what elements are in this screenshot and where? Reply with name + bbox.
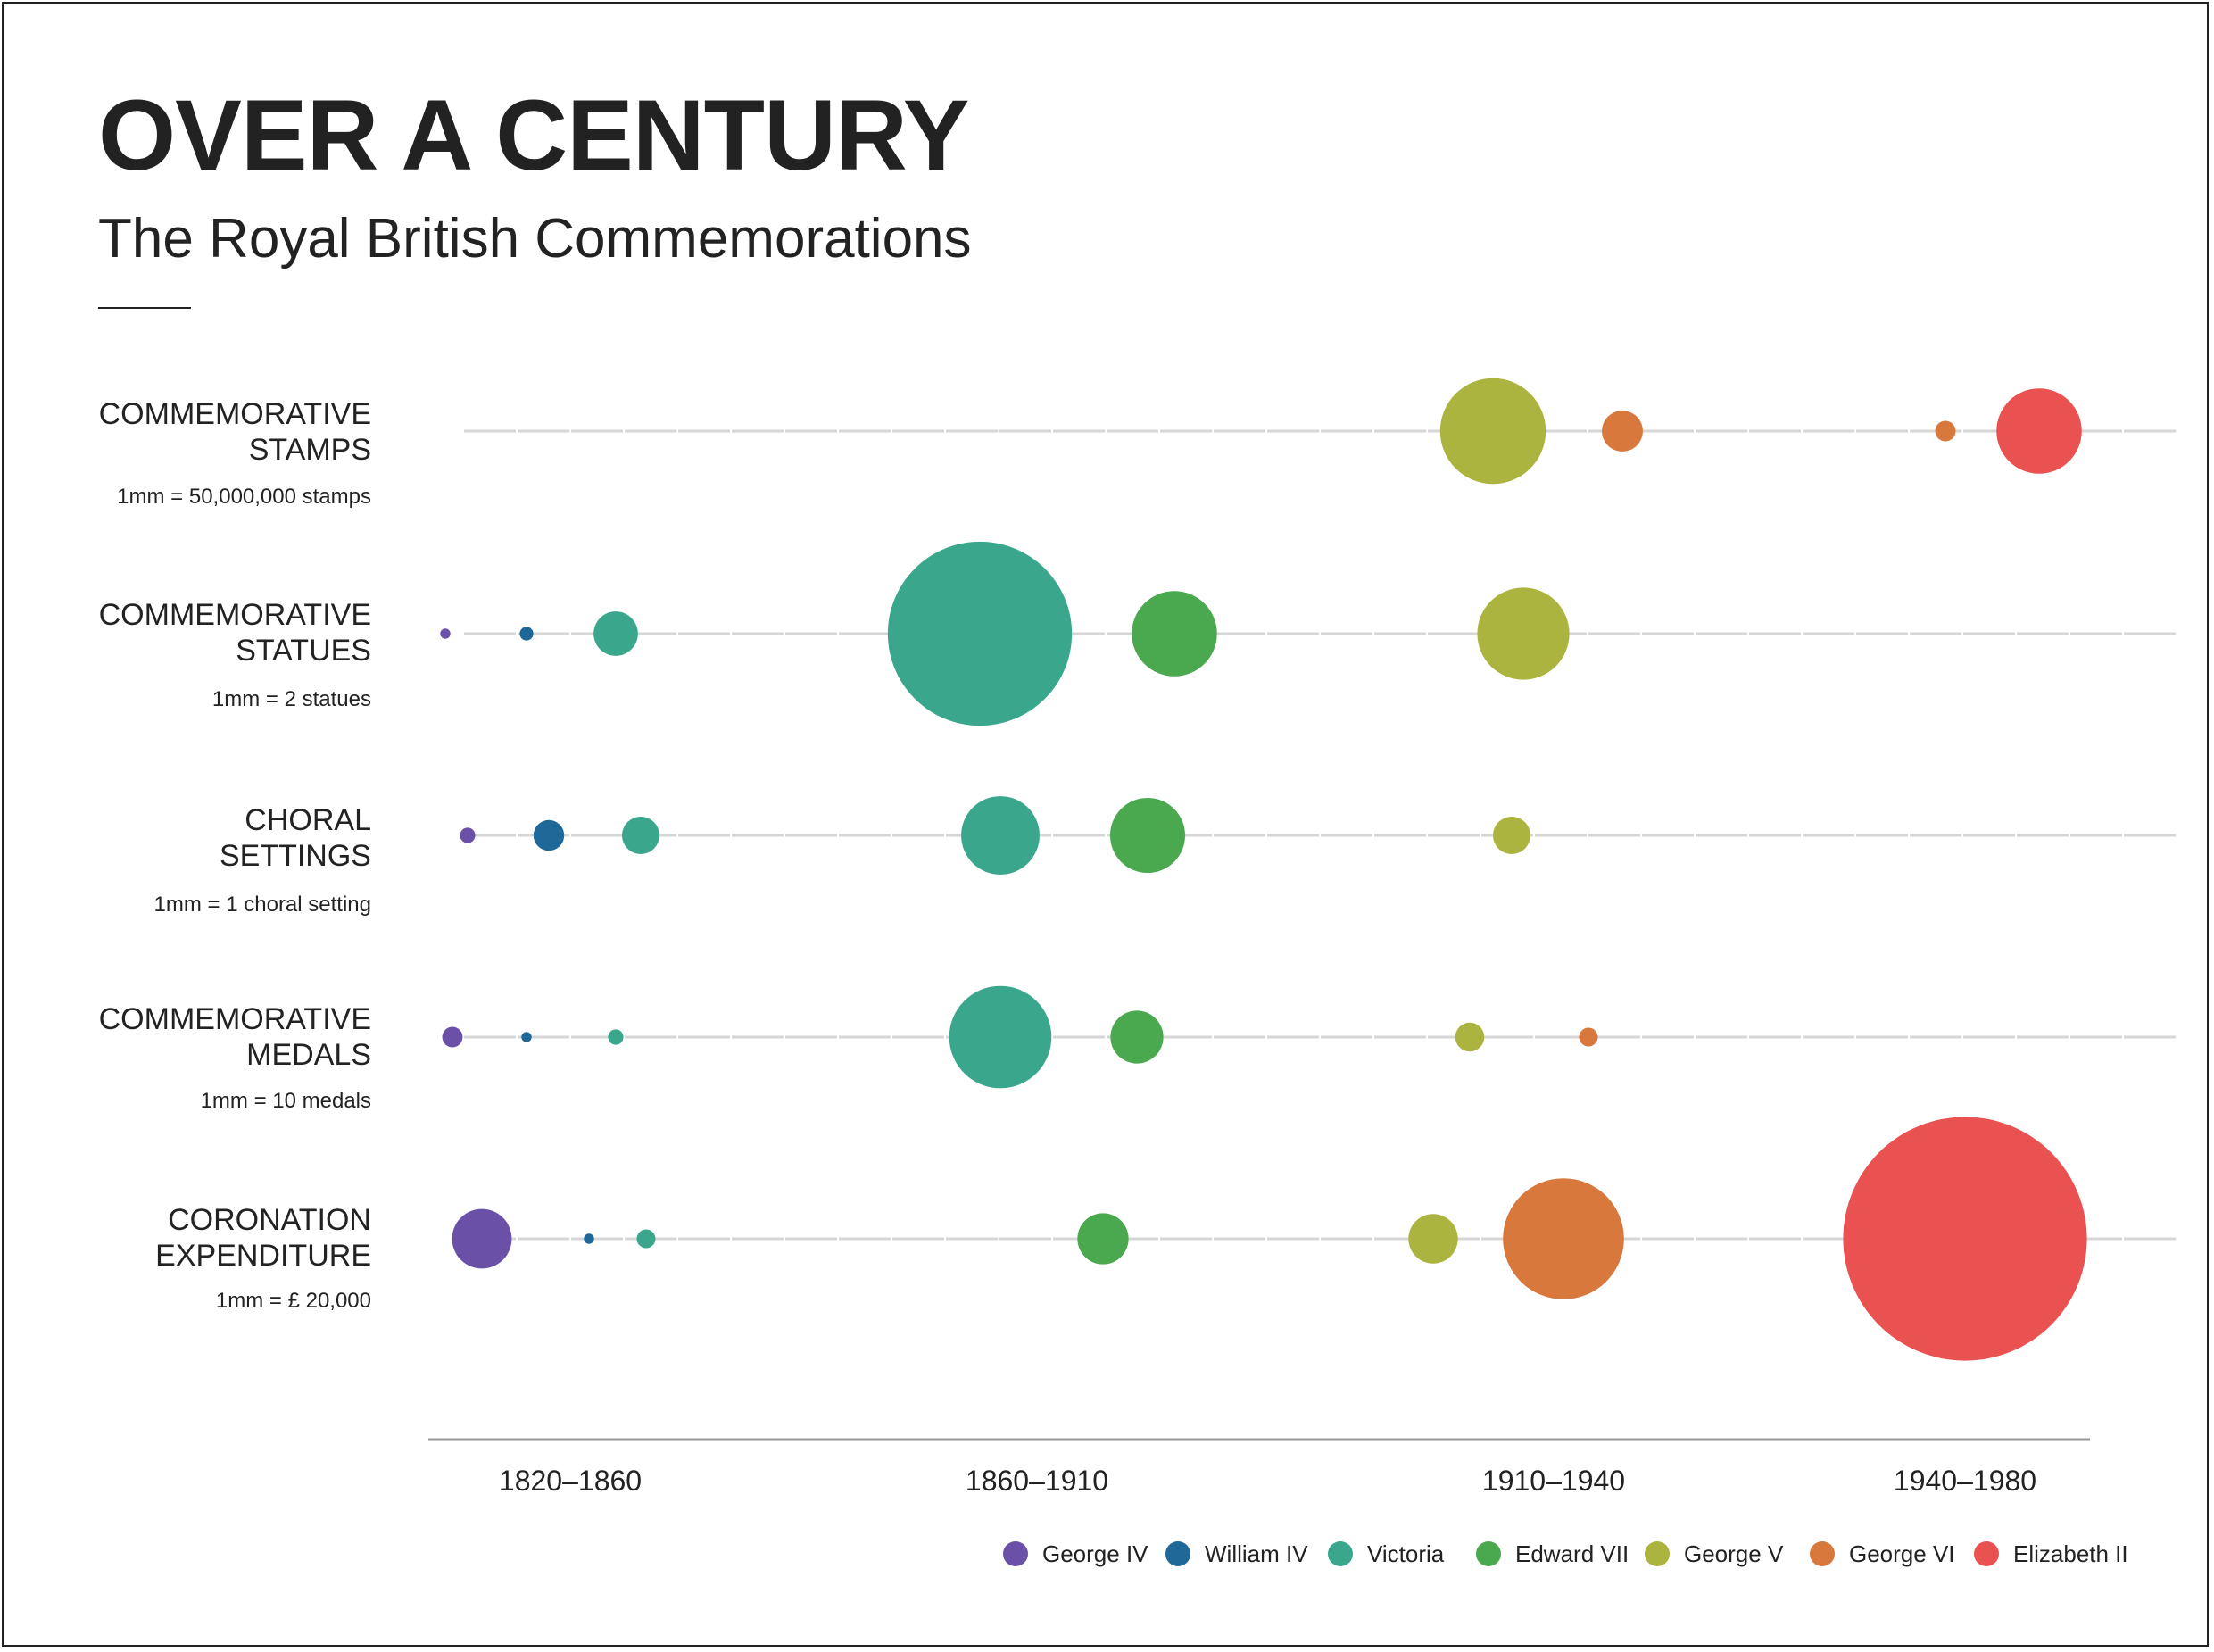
bubble-george-vi <box>1935 420 1956 442</box>
bubble-george-v <box>1408 1214 1458 1264</box>
bubble-george-iv <box>442 1026 463 1048</box>
row-scale-statues: 1mm = 2 statues <box>211 687 371 711</box>
legend-label: George VI <box>1849 1540 1955 1567</box>
bubble-william-iv <box>584 1233 594 1244</box>
row-scale-choral: 1mm = 1 choral setting <box>153 892 371 917</box>
bubble-edward-vii <box>1110 1010 1164 1064</box>
row-label-line: COMMEMORATIVE <box>98 1002 371 1036</box>
row-label-stamps: COMMEMORATIVE STAMPS <box>99 396 371 468</box>
legend-swatch <box>1003 1541 1028 1566</box>
legend-swatch <box>1974 1541 1999 1566</box>
bubble-victoria <box>608 1029 624 1045</box>
row-label-line: COMMEMORATIVE <box>98 598 371 632</box>
row-label-choral: CHORAL SETTINGS <box>220 802 371 874</box>
bubble-victoria <box>621 816 660 855</box>
row-label-medals: COMMEMORATIVE MEDALS <box>99 1001 371 1073</box>
bubble-george-iv <box>460 827 476 843</box>
bubble-george-vi <box>1579 1027 1598 1047</box>
row-label-line: COMMEMORATIVE <box>98 397 371 431</box>
legend-swatch <box>1328 1541 1353 1566</box>
bubble-edward-vii <box>1132 591 1217 677</box>
bubble-george-v <box>1455 1022 1485 1052</box>
period-label: 1940–1980 <box>1894 1465 2036 1497</box>
row-label-coronation: CORONATION EXPENDITURE <box>155 1202 371 1274</box>
legend-swatch <box>1165 1541 1190 1566</box>
row-label-statues: COMMEMORATIVE STATUES <box>99 597 371 668</box>
bubble-elizabeth-ii <box>1996 388 2082 474</box>
bubble-george-vi <box>1602 411 1643 452</box>
bubble-victoria <box>961 796 1040 875</box>
period-label: 1910–1940 <box>1482 1465 1625 1497</box>
row-label-line: EXPENDITURE <box>155 1239 371 1273</box>
row-scale-stamps: 1mm = 50,000,000 stamps <box>117 485 371 509</box>
legend: George IV William IV Victoria Edward VII Geo… <box>1003 1540 2128 1567</box>
bubble-george-v <box>1439 378 1546 485</box>
bubble-william-iv <box>519 627 534 641</box>
bubble-william-iv <box>521 1032 532 1042</box>
row-label-line: SETTINGS <box>219 839 371 873</box>
row-label-line: STATUES <box>236 634 371 668</box>
row-label-line: MEDALS <box>246 1038 371 1072</box>
bubble-william-iv <box>533 819 565 851</box>
bubble-george-v <box>1492 816 1531 855</box>
period-label: 1820–1860 <box>499 1465 642 1497</box>
bubble-victoria <box>887 541 1073 726</box>
bubble-george-iv <box>452 1208 512 1269</box>
bubble-george-iv <box>440 628 451 639</box>
legend-label: George IV <box>1042 1540 1148 1567</box>
legend-label: Edward VII <box>1515 1540 1629 1567</box>
row-label-line: STAMPS <box>248 433 371 467</box>
legend-swatch <box>1645 1541 1670 1566</box>
title-divider <box>98 307 191 309</box>
row-scale-medals: 1mm = 10 medals <box>200 1089 371 1113</box>
bubble-edward-vii <box>1077 1213 1129 1265</box>
row-label-line: CORONATION <box>168 1203 371 1237</box>
legend-swatch <box>1810 1541 1835 1566</box>
bubble-george-v <box>1477 587 1570 680</box>
period-labels: 1820–1860 1860–1910 1910–1940 1940–1980 <box>499 1465 2036 1497</box>
page-subtitle: The Royal British Commemorations <box>98 208 972 270</box>
bubbles-layer <box>440 378 2087 1361</box>
row-scale-coronation: 1mm = £ 20,000 <box>215 1289 371 1313</box>
bubble-george-vi <box>1503 1178 1624 1299</box>
row-label-line: CHORAL <box>245 803 371 837</box>
legend-label: Elizabeth II <box>2013 1540 2128 1567</box>
bubble-victoria <box>949 985 1052 1089</box>
page-title: OVER A CENTURY <box>98 79 969 191</box>
row-gridlines <box>464 429 2176 1241</box>
period-label: 1860–1910 <box>966 1465 1108 1497</box>
bubble-elizabeth-ii <box>1843 1117 2087 1361</box>
bubble-victoria <box>593 611 638 656</box>
bubble-victoria <box>636 1229 656 1249</box>
legend-label: Victoria <box>1367 1540 1445 1567</box>
legend-label: George V <box>1684 1540 1784 1567</box>
bubble-edward-vii <box>1109 797 1186 874</box>
legend-label: William IV <box>1205 1540 1308 1567</box>
legend-swatch <box>1476 1541 1501 1566</box>
